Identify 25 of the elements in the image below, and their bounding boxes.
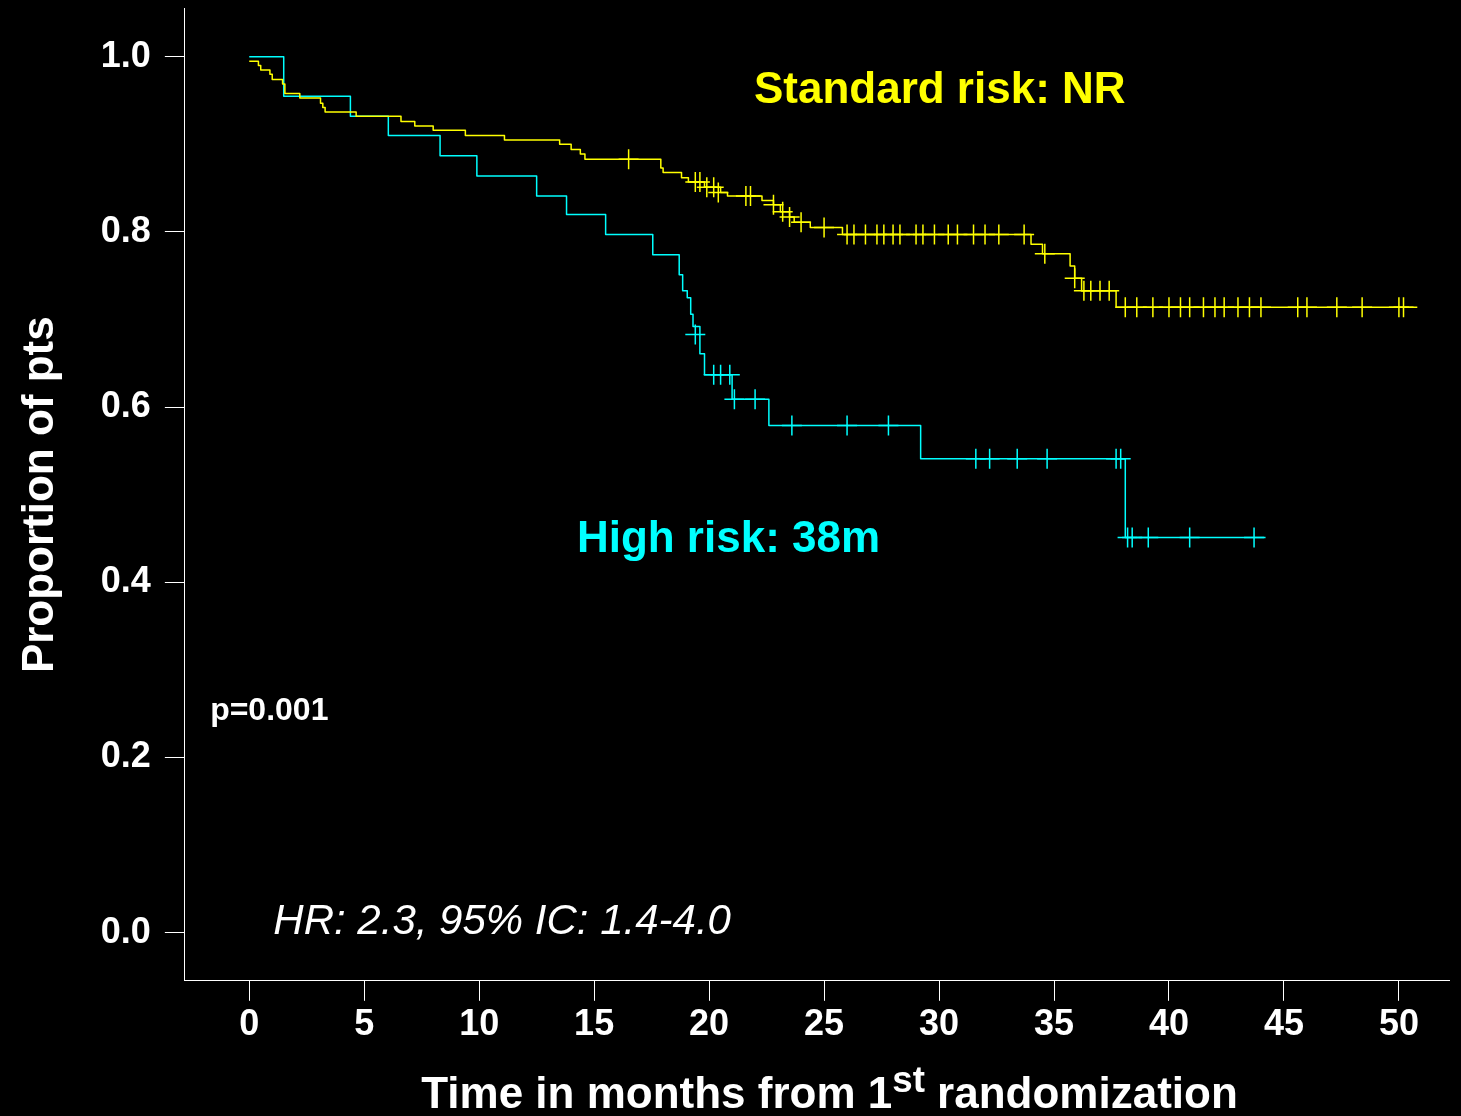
- x-tick-label: 0: [239, 1002, 260, 1044]
- x-tick-label: 50: [1378, 1002, 1419, 1044]
- series-label: Standard risk: NR: [753, 63, 1126, 113]
- point: [684, 323, 707, 346]
- y-tick-label: 0.0: [100, 909, 151, 951]
- y-axis-title: Proportion of pts: [12, 316, 62, 674]
- x-tick-label: 30: [919, 1002, 960, 1044]
- x-tick-label: 5: [354, 1002, 375, 1044]
- annotation: HR: 2.3, 95% IC: 1.4-4.0: [273, 896, 732, 944]
- x-tick-label: 40: [1148, 1002, 1189, 1044]
- y-tick-label: 0.4: [100, 559, 151, 601]
- y-tick-label: 0.6: [100, 384, 151, 426]
- series-label: High risk: 38m: [576, 511, 881, 561]
- x-tick-label: 10: [459, 1002, 500, 1044]
- annotation: p=0.001: [210, 691, 329, 728]
- x-tick-label: 25: [804, 1002, 845, 1044]
- y-tick-label: 1.0: [100, 33, 151, 75]
- y-tick-label: 0.2: [100, 734, 151, 776]
- point: [778, 206, 801, 228]
- x-tick-label: 15: [574, 1002, 615, 1044]
- x-tick-label: 45: [1263, 1002, 1304, 1044]
- x-axis-title: Time in months from 1$^{st}$ randomization: [420, 1058, 1239, 1116]
- x-tick-label: 35: [1033, 1002, 1075, 1044]
- x-tick-label: 20: [689, 1002, 730, 1044]
- y-tick-label: 0.8: [100, 208, 151, 250]
